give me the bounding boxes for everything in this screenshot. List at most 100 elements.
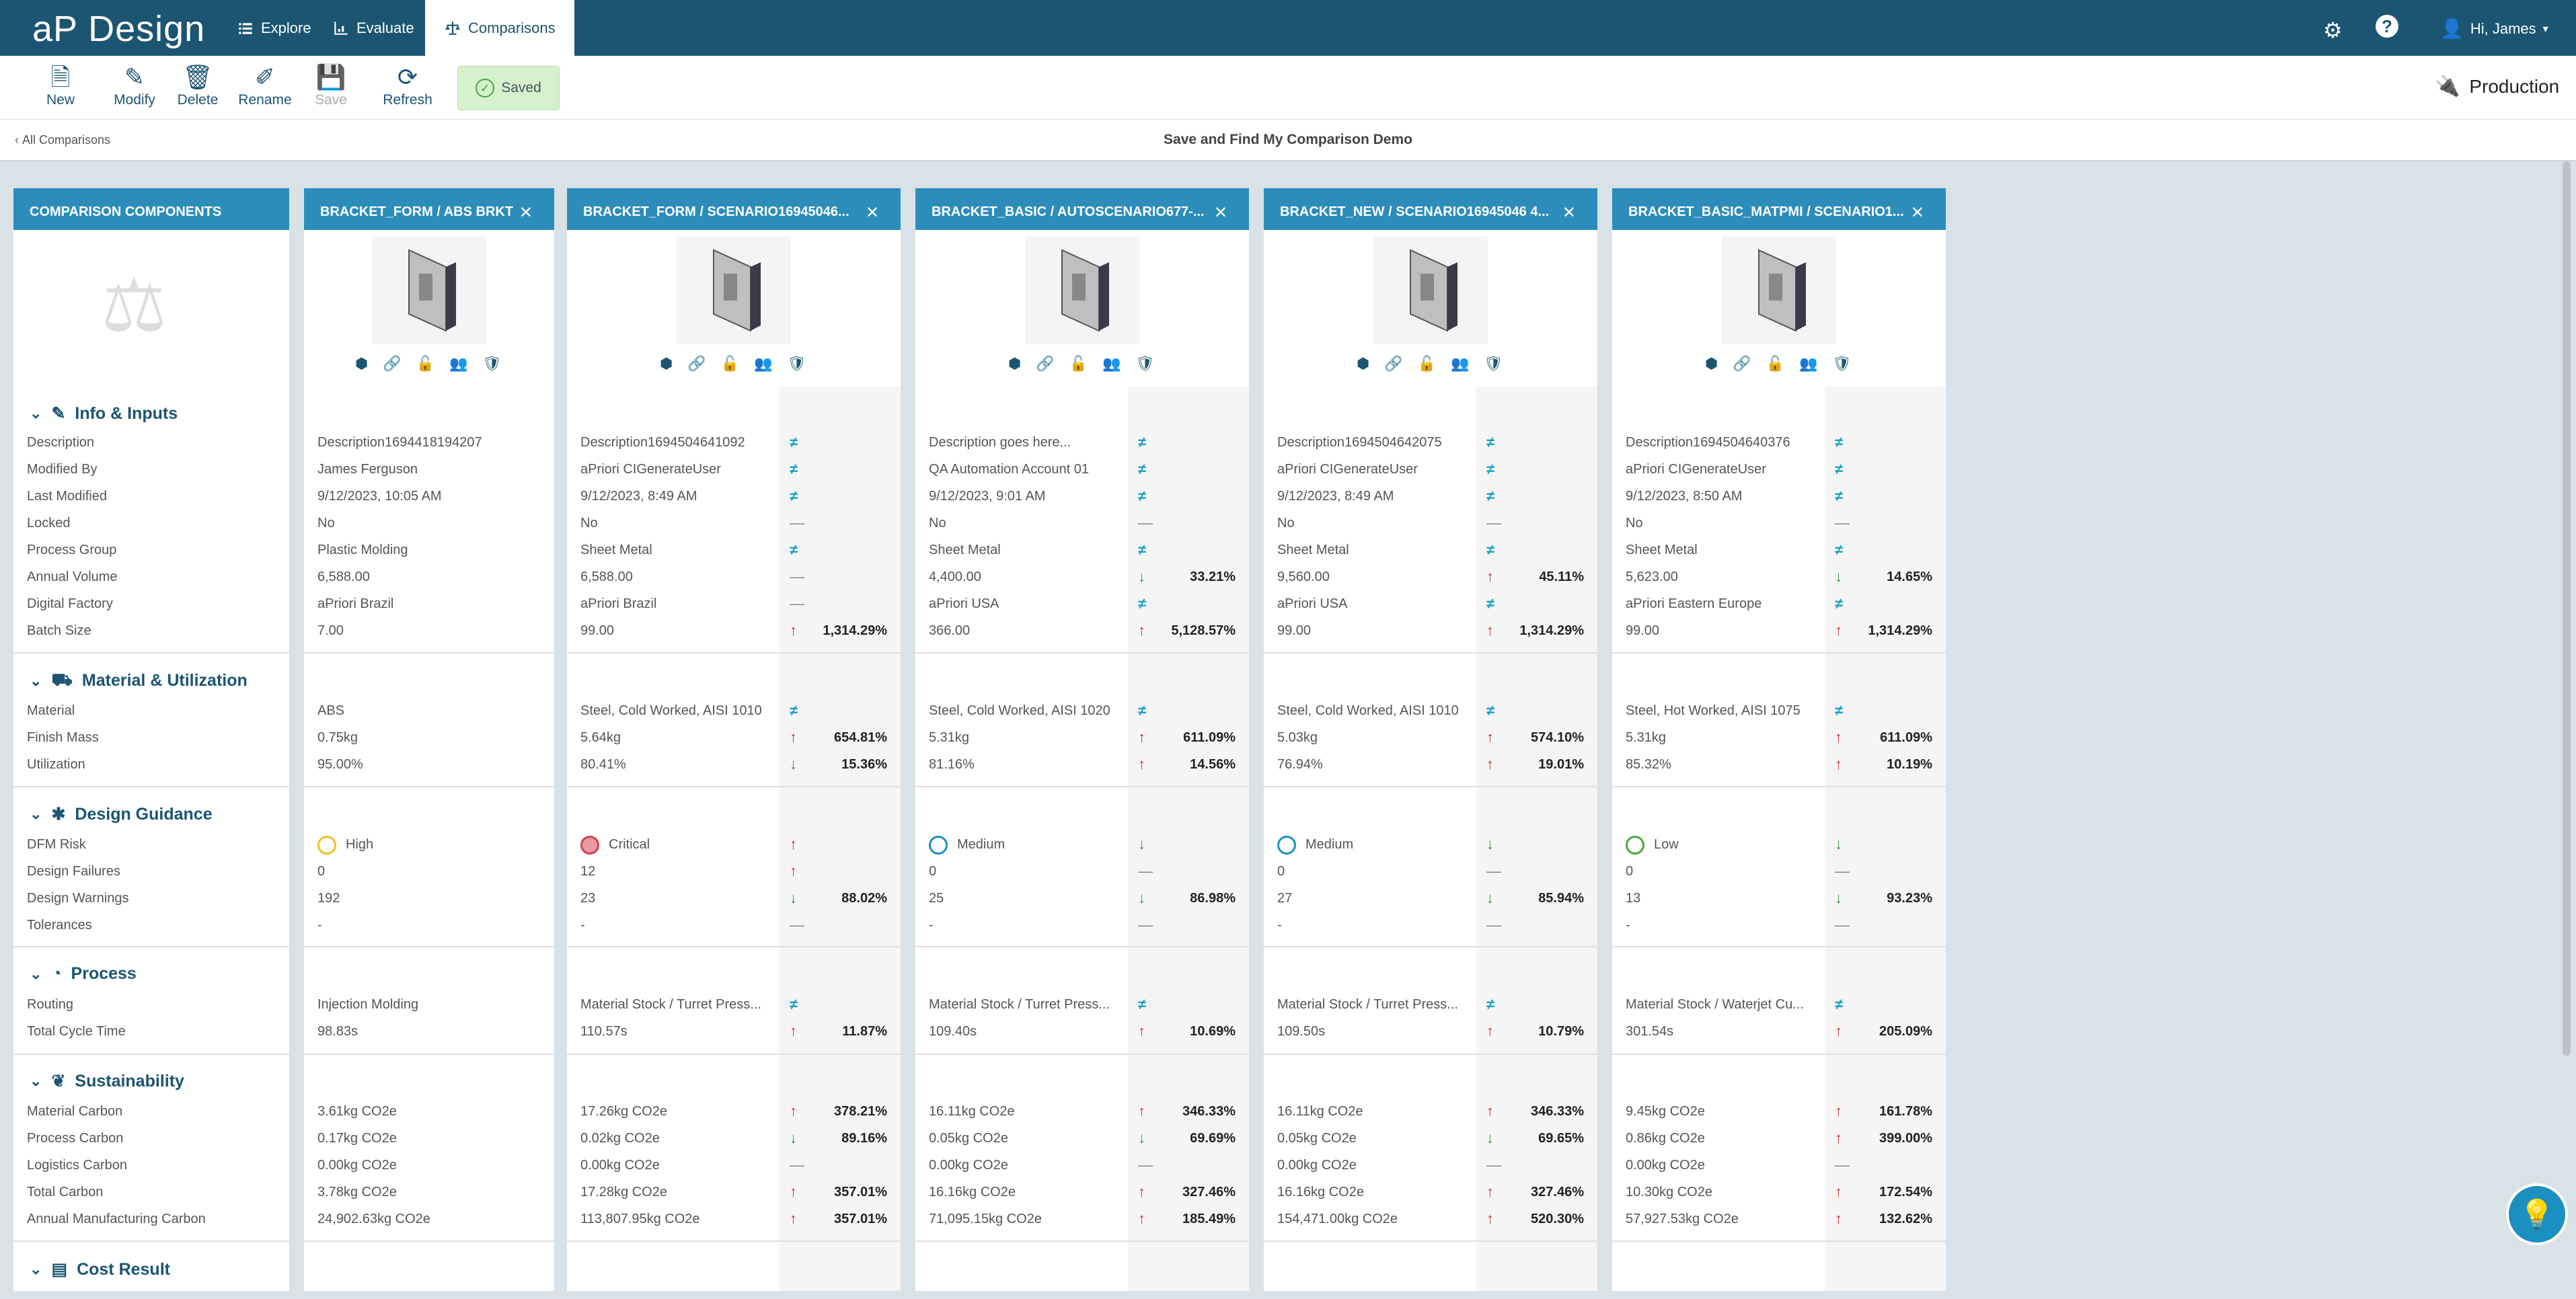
unlock-icon[interactable]: 🔓 [416, 355, 435, 372]
close-icon[interactable]: ✕ [519, 204, 533, 222]
shield-icon[interactable]: 🛡 [482, 355, 502, 372]
cube-icon[interactable]: ⬢ [1705, 355, 1718, 372]
users-icon[interactable]: 👥 [1799, 355, 1818, 372]
delta-percent: 172.54% [1879, 1185, 1932, 1199]
section-title: Cost Result [77, 1259, 170, 1279]
delta-ne-icon: ≠ [790, 434, 798, 450]
section-header-4[interactable]: ⌄ ❦ Sustainability [30, 1071, 184, 1091]
save-button[interactable]: 💾 Save [304, 63, 358, 108]
shield-icon[interactable]: 🛡 [1484, 355, 1503, 372]
link-icon[interactable]: 🔗 [687, 355, 706, 372]
cell-value: Steel, Cold Worked, AISI 1020 [929, 703, 1110, 718]
delta-up-icon: ↑ [1835, 1183, 1842, 1200]
cell-value: No [580, 516, 598, 530]
shield-icon[interactable]: 🛡 [1832, 355, 1852, 372]
unlock-icon[interactable]: 🔓 [1417, 355, 1437, 372]
new-button[interactable]: 🗎 New [34, 63, 87, 108]
column-header: BRACKET_BASIC / AUTOSCENARIO677-... ✕ [915, 188, 1249, 230]
link-icon[interactable]: 🔗 [1384, 355, 1403, 372]
part-thumbnail[interactable] [1025, 237, 1139, 344]
close-icon[interactable]: ✕ [1910, 204, 1924, 222]
delta-up-icon: ↑ [1486, 1210, 1494, 1227]
shield-icon[interactable]: 🛡 [1135, 355, 1155, 372]
close-icon[interactable]: ✕ [1213, 204, 1227, 222]
delta-percent: 654.81% [834, 730, 887, 745]
cell-value: - [1626, 918, 1630, 933]
column-title[interactable]: BRACKET_FORM / SCENARIO16945046... [583, 204, 849, 219]
cell-value: 0.00kg CO2e [929, 1158, 1008, 1173]
nav-evaluate[interactable]: Evaluate [332, 0, 414, 56]
link-icon[interactable]: 🔗 [1036, 355, 1055, 372]
cell-value: 23 [580, 891, 596, 906]
column-title[interactable]: BRACKET_FORM / ABS BRKT [320, 204, 514, 219]
dfm-risk-label: Medium [1305, 837, 1354, 852]
part-thumbnail[interactable] [677, 237, 791, 344]
section-header-5[interactable]: ⌄ ▤ Cost Result [30, 1259, 170, 1280]
link-icon[interactable]: 🔗 [1733, 355, 1751, 372]
part-thumbnail[interactable] [1373, 237, 1488, 344]
delta-percent: 574.10% [1531, 730, 1584, 745]
users-icon[interactable]: 👥 [449, 355, 468, 372]
cube-icon[interactable]: ⬢ [1008, 355, 1022, 372]
section-header-2[interactable]: ⌄ ✱ Design Guidance [30, 804, 213, 824]
cell-value: 366.00 [929, 623, 971, 638]
cube-icon[interactable]: ⬢ [355, 355, 369, 372]
close-icon[interactable]: ✕ [1562, 204, 1576, 222]
cube-icon[interactable]: ⬢ [1357, 355, 1370, 372]
cube-icon[interactable]: ⬢ [660, 355, 673, 372]
refresh-button[interactable]: ⟳ Refresh [381, 63, 434, 108]
delta-ne-icon: ≠ [1835, 487, 1844, 504]
cell-value: 0.17kg CO2e [317, 1131, 397, 1146]
section-divider [13, 786, 289, 787]
deployment-selector[interactable]: 🔌 Production [2435, 75, 2559, 98]
unlock-icon[interactable]: 🔓 [1766, 355, 1785, 372]
rename-label: Rename [238, 92, 292, 108]
saved-label: Saved [501, 80, 541, 95]
comparison-column: BRACKET_FORM / ABS BRKT ✕ ⬢ 🔗 🔓 👥 🛡 Description… [304, 188, 554, 1291]
dfm-risk-icon [1277, 835, 1296, 855]
help-icon[interactable]: ? [2376, 15, 2398, 38]
delta-eq-icon: — [790, 916, 804, 933]
users-icon[interactable]: 👥 [1451, 355, 1470, 372]
user-menu[interactable]: 👤 Hi, James ▾ [2440, 17, 2548, 40]
delta-eq-icon: — [1138, 1156, 1153, 1173]
nav-comparisons[interactable]: Comparisons [425, 0, 574, 56]
delta-eq-icon: — [790, 568, 804, 585]
delta-eq-icon: — [1138, 863, 1153, 879]
unlock-icon[interactable]: 🔓 [720, 355, 740, 372]
unlock-icon[interactable]: 🔓 [1069, 355, 1088, 372]
status-icons: ⬢ 🔗 🔓 👥 🛡 [355, 355, 501, 375]
section-header-3[interactable]: ⌄ ◔ Process [30, 964, 137, 984]
delete-button[interactable]: 🗑 Delete [171, 63, 225, 108]
deployment-label: Production [2469, 75, 2560, 97]
delta-ne-icon: ≠ [1486, 595, 1495, 612]
chevron-down-icon: ⌄ [30, 805, 42, 822]
users-icon[interactable]: 👥 [754, 355, 773, 372]
shield-icon[interactable]: 🛡 [787, 355, 806, 372]
cell-value: 7.00 [317, 623, 344, 638]
refresh-icon: ⟳ [397, 63, 418, 91]
column-title[interactable]: BRACKET_NEW / SCENARIO16945046 4... [1280, 204, 1550, 219]
cell-value: 95.00% [317, 757, 363, 772]
app-logo[interactable]: aP Design [32, 9, 206, 49]
section-divider [1612, 1054, 1946, 1055]
delta-up-icon: ↑ [790, 1210, 797, 1227]
close-icon[interactable]: ✕ [865, 204, 879, 222]
modify-button[interactable]: ✎ Modify [108, 63, 161, 108]
section-header-1[interactable]: ⌄ ⛟ Material & Utilization [30, 670, 248, 691]
rename-button[interactable]: ✐ Rename [238, 63, 292, 108]
column-title[interactable]: BRACKET_BASIC / AUTOSCENARIO677-... [932, 204, 1205, 219]
vertical-scrollbar[interactable] [2563, 161, 2571, 1056]
nav-explore[interactable]: Explore [237, 0, 311, 56]
part-thumbnail[interactable] [372, 237, 486, 344]
delta-ne-icon: ≠ [1486, 996, 1495, 1013]
section-divider [13, 1241, 289, 1242]
section-header-0[interactable]: ⌄ ✎ Info & Inputs [30, 403, 178, 424]
lightbulb-icon[interactable]: 💡 [2506, 1183, 2568, 1245]
gear-icon[interactable]: ⚙ [2323, 18, 2343, 42]
link-icon[interactable]: 🔗 [383, 355, 402, 372]
users-icon[interactable]: 👥 [1102, 355, 1121, 372]
back-link[interactable]: ‹ All Comparisons [15, 133, 110, 147]
column-title[interactable]: BRACKET_BASIC_MATPMI / SCENARIO1... [1628, 204, 1904, 219]
part-thumbnail[interactable] [1722, 237, 1836, 344]
